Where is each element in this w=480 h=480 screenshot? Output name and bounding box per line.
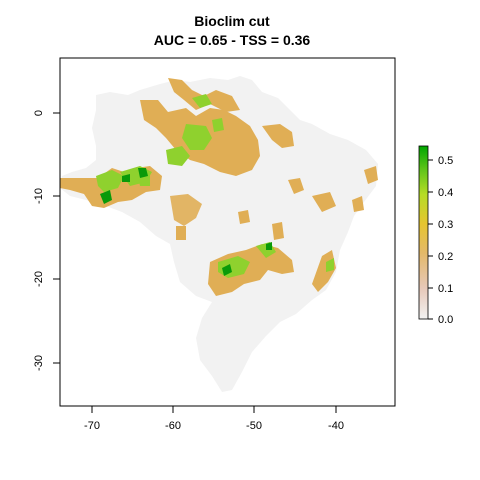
y-tick-label: -10	[33, 188, 45, 204]
y-tick-label: -30	[33, 355, 45, 371]
y-tick-label: -20	[33, 271, 45, 287]
legend: 0.5 0.4 0.3 0.2 0.1 0.0	[418, 145, 453, 326]
legend-label: 0.1	[438, 283, 453, 295]
brazil-land	[60, 76, 378, 392]
y-tick-label: 0	[33, 110, 45, 116]
map-subtitle: AUC = 0.65 - TSS = 0.36	[154, 32, 311, 48]
legend-label: 0.0	[438, 314, 453, 326]
x-tick-label: -70	[84, 420, 100, 432]
x-axis: -70 -60 -50 -40	[84, 405, 344, 432]
x-tick-label: -40	[328, 420, 344, 432]
x-tick-label: -50	[246, 420, 262, 432]
legend-colorbar	[418, 145, 429, 320]
map-title: Bioclim cut	[194, 13, 270, 29]
map-area	[59, 57, 396, 407]
y-axis: 0 -10 -20 -30	[33, 110, 61, 371]
legend-label: 0.4	[438, 187, 453, 199]
suitability-high-patches	[100, 168, 272, 276]
legend-label: 0.3	[438, 219, 453, 231]
legend-label: 0.2	[438, 251, 453, 263]
x-tick-label: -60	[165, 420, 181, 432]
legend-label: 0.5	[438, 155, 453, 167]
